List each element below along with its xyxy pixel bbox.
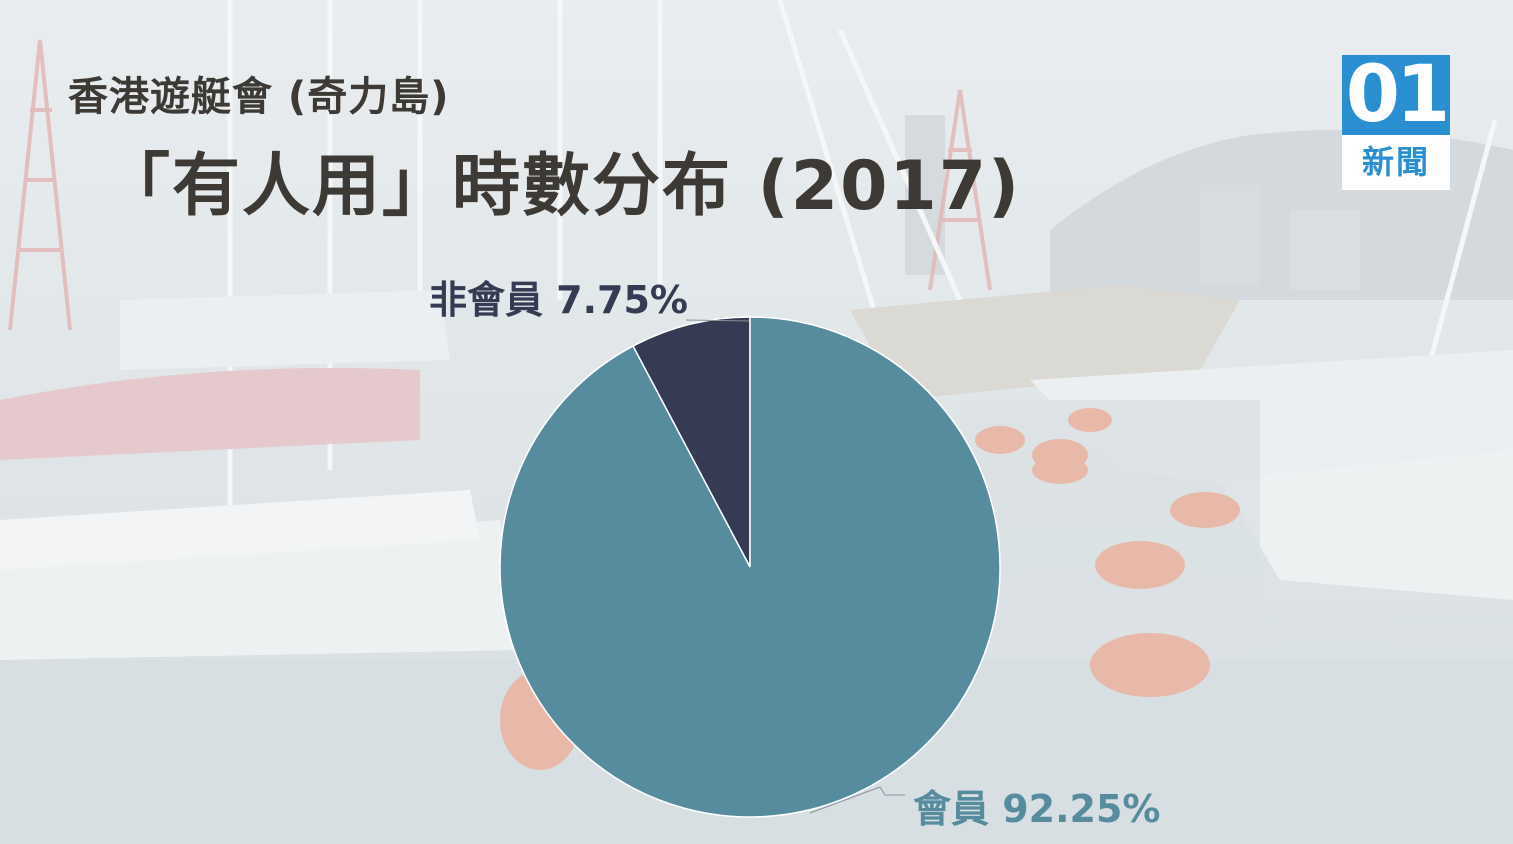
leader-line-1 — [809, 786, 905, 814]
hk01-logo: 01 新聞 — [1342, 55, 1450, 190]
slice-label-0: 非會員 7.75% — [429, 278, 688, 322]
slice-label-1: 會員 92.25% — [913, 787, 1161, 831]
pie-slice-1 — [499, 316, 1001, 818]
pie-slice-0 — [632, 316, 751, 568]
logo-mark: 01 — [1342, 55, 1450, 135]
chart-title: 「有人用」時數分布 (2017) — [102, 147, 1022, 226]
logo-text: 新聞 — [1342, 135, 1450, 190]
chart-subtitle: 香港遊艇會 (奇力島) — [68, 74, 450, 120]
leader-line-0 — [685, 319, 751, 322]
